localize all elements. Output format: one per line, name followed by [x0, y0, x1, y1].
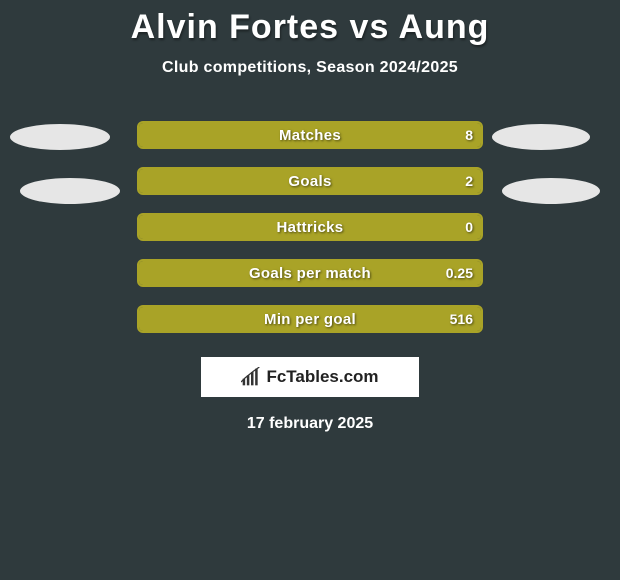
subtitle: Club competitions, Season 2024/2025 [0, 59, 620, 77]
stat-row: Goals per match0.25 [137, 259, 483, 287]
stat-value-right: 0 [465, 215, 473, 239]
title-player1: Alvin Fortes [131, 8, 339, 46]
title-vs: vs [350, 8, 390, 46]
stat-row: Min per goal516 [137, 305, 483, 333]
stat-label: Min per goal [139, 307, 481, 331]
comparison-chart: Matches8Goals2Hattricks0Goals per match0… [137, 121, 483, 333]
page-title: Alvin Fortes vs Aung [0, 0, 620, 47]
decorative-ellipse [10, 124, 110, 150]
stat-row: Goals2 [137, 167, 483, 195]
stat-value-right: 2 [465, 169, 473, 193]
logo-box: FcTables.com [201, 357, 419, 397]
logo-text: FcTables.com [266, 367, 378, 387]
decorative-ellipse [502, 178, 600, 204]
decorative-ellipse [492, 124, 590, 150]
stat-label: Matches [139, 123, 481, 147]
stat-label: Hattricks [139, 215, 481, 239]
stat-row: Matches8 [137, 121, 483, 149]
bar-chart-icon [241, 367, 261, 387]
stat-label: Goals per match [139, 261, 481, 285]
stat-label: Goals [139, 169, 481, 193]
date-text: 17 february 2025 [0, 415, 620, 433]
stat-value-right: 516 [450, 307, 473, 331]
stat-row: Hattricks0 [137, 213, 483, 241]
title-player2: Aung [399, 8, 490, 46]
logo: FcTables.com [241, 367, 378, 387]
stat-value-right: 8 [465, 123, 473, 147]
decorative-ellipse [20, 178, 120, 204]
subtitle-line1: Club competitions, Season 2024/2025 [162, 59, 458, 76]
stat-value-right: 0.25 [446, 261, 473, 285]
